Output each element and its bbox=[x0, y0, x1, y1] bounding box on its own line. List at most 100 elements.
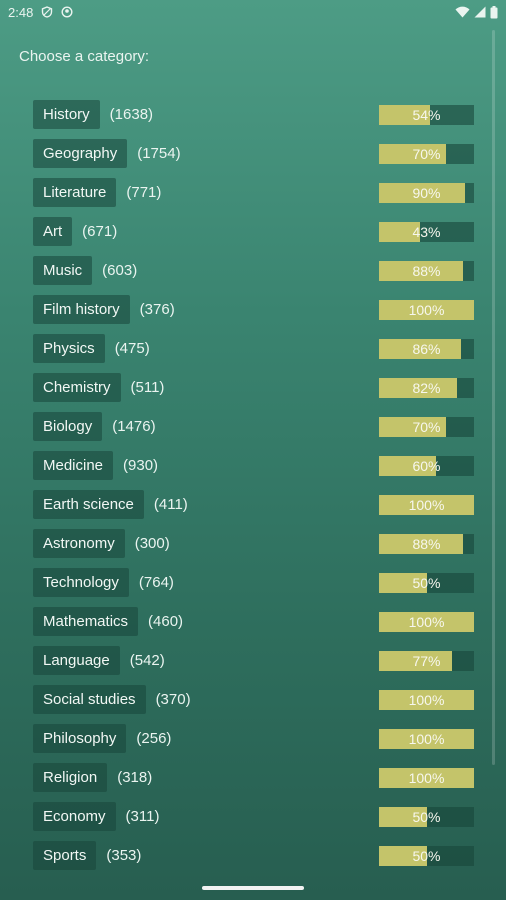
question-count: (376) bbox=[139, 301, 175, 318]
progress-fill bbox=[379, 104, 431, 125]
category-button[interactable]: Language bbox=[33, 646, 120, 675]
question-count: (771) bbox=[126, 184, 162, 201]
signal-icon bbox=[474, 6, 486, 18]
question-count: (460) bbox=[148, 613, 184, 630]
progress-fill bbox=[379, 260, 463, 281]
progress-label: 82% bbox=[412, 379, 441, 396]
question-count: (930) bbox=[123, 457, 159, 474]
list-item: Biology (1476) 70% bbox=[33, 407, 474, 446]
progress-label: 88% bbox=[412, 262, 441, 279]
progress-bar: 60% bbox=[379, 455, 474, 476]
battery-icon bbox=[490, 5, 498, 19]
progress-bar: 100% bbox=[379, 689, 474, 710]
question-count: (542) bbox=[129, 652, 165, 669]
category-button[interactable]: Religion bbox=[33, 763, 108, 792]
category-button[interactable]: Physics bbox=[33, 334, 105, 363]
progress-fill bbox=[379, 338, 461, 359]
question-count: (370) bbox=[155, 691, 191, 708]
progress-label: 54% bbox=[412, 106, 441, 123]
shield-icon bbox=[41, 6, 53, 18]
progress-fill bbox=[379, 533, 463, 554]
progress-label: 86% bbox=[412, 340, 441, 357]
list-item: Literature (771) 90% bbox=[33, 173, 474, 212]
progress-label: 100% bbox=[408, 613, 445, 630]
list-item: History (1638) 54% bbox=[33, 95, 474, 134]
list-item: Geography (1754) 70% bbox=[33, 134, 474, 173]
question-count: (411) bbox=[153, 496, 188, 513]
progress-fill bbox=[379, 221, 420, 242]
progress-bar: 88% bbox=[379, 260, 474, 281]
progress-label: 100% bbox=[408, 496, 445, 513]
list-item: Technology (764) 50% bbox=[33, 563, 474, 602]
progress-label: 70% bbox=[412, 145, 441, 162]
category-button[interactable]: Economy bbox=[33, 802, 116, 831]
category-button[interactable]: Music bbox=[33, 256, 93, 285]
progress-bar: 88% bbox=[379, 533, 474, 554]
progress-bar: 86% bbox=[379, 338, 474, 359]
category-button[interactable]: Social studies bbox=[33, 685, 146, 714]
progress-fill bbox=[379, 572, 427, 593]
category-button[interactable]: Biology bbox=[33, 412, 103, 441]
list-item: Medicine (930) 60% bbox=[33, 446, 474, 485]
category-button[interactable]: Earth science bbox=[33, 490, 144, 519]
question-count: (764) bbox=[138, 574, 174, 591]
progress-fill bbox=[379, 494, 474, 515]
progress-label: 50% bbox=[412, 574, 441, 591]
progress-label: 100% bbox=[408, 301, 445, 318]
progress-fill bbox=[379, 143, 446, 164]
progress-label: 90% bbox=[412, 184, 441, 201]
progress-fill bbox=[379, 455, 436, 476]
list-item: Chemistry (511) 82% bbox=[33, 368, 474, 407]
category-button[interactable]: Medicine bbox=[33, 451, 114, 480]
progress-fill bbox=[379, 650, 453, 671]
category-button[interactable]: Technology bbox=[33, 568, 129, 597]
progress-label: 60% bbox=[412, 457, 441, 474]
progress-bar: 100% bbox=[379, 494, 474, 515]
progress-bar: 82% bbox=[379, 377, 474, 398]
category-button[interactable]: History bbox=[33, 100, 100, 129]
question-count: (256) bbox=[136, 730, 172, 747]
question-count: (311) bbox=[125, 808, 160, 825]
progress-bar: 100% bbox=[379, 767, 474, 788]
category-button[interactable]: Sports bbox=[33, 841, 97, 870]
progress-bar: 43% bbox=[379, 221, 474, 242]
list-item: Sports (353) 50% bbox=[33, 836, 474, 875]
progress-bar: 70% bbox=[379, 416, 474, 437]
progress-bar: 77% bbox=[379, 650, 474, 671]
category-button[interactable]: Chemistry bbox=[33, 373, 121, 402]
progress-label: 50% bbox=[412, 808, 441, 825]
progress-bar: 90% bbox=[379, 182, 474, 203]
vpn-icon bbox=[61, 6, 73, 18]
category-button[interactable]: Mathematics bbox=[33, 607, 139, 636]
category-button[interactable]: Literature bbox=[33, 178, 117, 207]
question-count: (300) bbox=[134, 535, 170, 552]
question-count: (475) bbox=[114, 340, 150, 357]
progress-fill bbox=[379, 845, 427, 866]
list-item: Astronomy (300) 88% bbox=[33, 524, 474, 563]
category-button[interactable]: Geography bbox=[33, 139, 128, 168]
home-indicator[interactable] bbox=[202, 886, 304, 890]
progress-bar: 50% bbox=[379, 572, 474, 593]
scrollbar[interactable] bbox=[492, 30, 495, 765]
question-count: (353) bbox=[106, 847, 142, 864]
progress-bar: 50% bbox=[379, 845, 474, 866]
list-item: Earth science (411) 100% bbox=[33, 485, 474, 524]
progress-bar: 100% bbox=[379, 728, 474, 749]
progress-fill bbox=[379, 806, 427, 827]
progress-fill bbox=[379, 299, 474, 320]
list-item: Language (542) 77% bbox=[33, 641, 474, 680]
category-button[interactable]: Film history bbox=[33, 295, 130, 324]
progress-label: 43% bbox=[412, 223, 441, 240]
category-button[interactable]: Astronomy bbox=[33, 529, 125, 558]
status-time: 2:48 bbox=[8, 4, 34, 20]
list-item: Music (603) 88% bbox=[33, 251, 474, 290]
page-title: Choose a category: bbox=[19, 48, 150, 65]
progress-fill bbox=[379, 689, 474, 710]
list-item: Social studies (370) 100% bbox=[33, 680, 474, 719]
progress-label: 100% bbox=[408, 769, 445, 786]
progress-bar: 50% bbox=[379, 806, 474, 827]
category-button[interactable]: Art bbox=[33, 217, 73, 246]
category-button[interactable]: Philosophy bbox=[33, 724, 127, 753]
status-left: 2:48 bbox=[8, 5, 73, 20]
question-count: (1754) bbox=[137, 145, 181, 162]
